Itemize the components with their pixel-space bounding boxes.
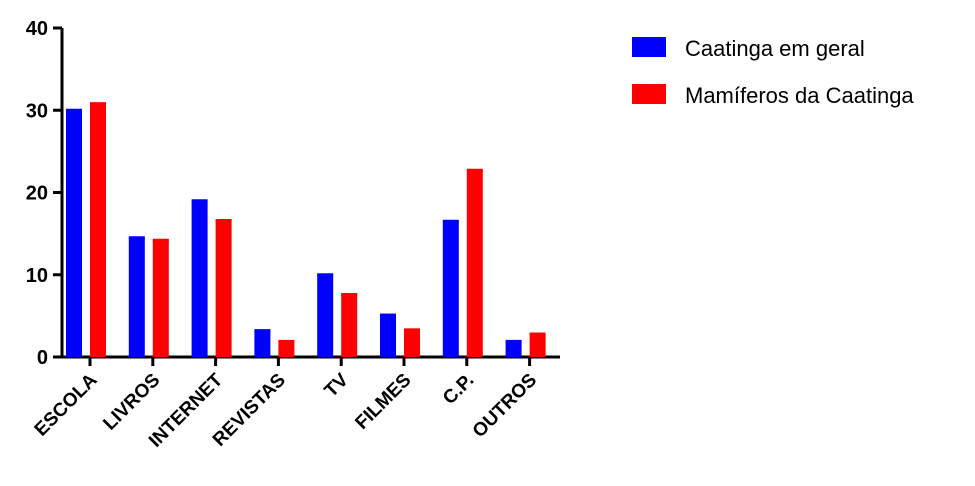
bars-group (66, 102, 546, 357)
bar-1-7 (529, 333, 546, 357)
y-axis: 0 10 20 30 40 (26, 18, 64, 369)
legend-label: Caatinga em geral (685, 36, 865, 61)
bar-1-3 (278, 341, 295, 357)
x-tick-label: C.P. (439, 370, 478, 409)
y-tick-label: 30 (26, 100, 48, 122)
bar-1-1 (152, 240, 169, 357)
y-tick-label: 0 (37, 347, 48, 369)
x-tick-label: TV (321, 369, 353, 401)
bar-1-4 (341, 294, 358, 357)
y-tick-label: 20 (26, 183, 48, 205)
bar-1-2 (215, 220, 232, 357)
bar-1-0 (90, 103, 106, 357)
bar-0-4 (317, 274, 334, 357)
legend-label: Mamíferos da Caatinga (685, 83, 914, 108)
bar-0-6 (442, 221, 459, 357)
bar-1-6 (466, 170, 483, 357)
y-tick-label: 10 (26, 265, 48, 287)
bar-0-3 (254, 330, 271, 357)
legend-swatch (632, 84, 666, 104)
x-tick-label: LIVROS (99, 370, 164, 435)
y-tick-label: 40 (26, 18, 48, 40)
x-tick-label: OUTROS (469, 370, 541, 442)
legend-swatch (632, 37, 666, 57)
bar-0-7 (505, 341, 522, 357)
bar-0-0 (66, 110, 82, 357)
x-tick-label: ESCOLA (31, 369, 102, 440)
bar-0-2 (191, 200, 208, 357)
x-tick-label: FILMES (351, 370, 415, 434)
bar-0-1 (128, 237, 145, 357)
bar-0-5 (380, 315, 396, 357)
bar-1-5 (404, 329, 420, 357)
legend: Caatinga em geral Mamíferos da Caatinga (632, 36, 914, 108)
